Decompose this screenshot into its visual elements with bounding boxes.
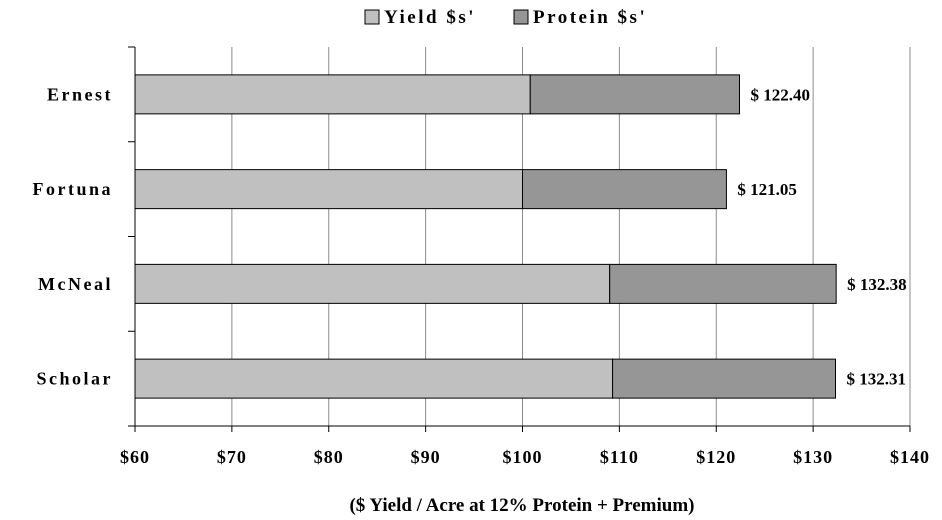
data-label: $ 132.38 (847, 275, 907, 294)
data-label: $ 121.05 (737, 180, 797, 199)
bar-segment (134, 358, 614, 399)
legend: Yield $s' Protein $s' (364, 7, 647, 28)
bar-segment (609, 263, 837, 304)
x-axis-title: ($ Yield / Acre at 12% Protein + Premium… (349, 495, 694, 516)
x-tick-label: $120 (696, 447, 736, 467)
legend-swatch (513, 9, 529, 25)
category-label: McNeal (38, 274, 113, 294)
x-tick-label: $60 (120, 447, 150, 467)
x-tick-label: $80 (314, 447, 344, 467)
x-tick-label: $130 (793, 447, 833, 467)
x-tick-label: $100 (503, 447, 543, 467)
bars (134, 74, 837, 399)
legend-swatch (364, 9, 380, 25)
axes (128, 46, 911, 432)
labels: $60 $70 $80 $90 $100 $110 $120 $130 $140 Ernest $ … (33, 84, 930, 467)
x-tick-label: $70 (217, 447, 247, 467)
category-label: Scholar (36, 369, 113, 389)
data-label: $ 132.31 (847, 370, 907, 389)
x-tick-label: $90 (411, 447, 441, 467)
category-label: Ernest (47, 84, 113, 104)
x-tick-label: $140 (890, 447, 930, 467)
bar-segment (134, 74, 531, 115)
legend-label: Protein $s' (533, 7, 647, 28)
data-label: $ 122.40 (751, 85, 811, 104)
category-label: Fortuna (33, 179, 114, 199)
bar-segment (522, 169, 727, 210)
legend-label: Yield $s' (384, 7, 476, 28)
bar-segment (134, 263, 611, 304)
bar-segment (134, 169, 523, 210)
bar-segment (529, 74, 740, 115)
bar-segment (612, 358, 837, 399)
x-tick-label: $110 (600, 447, 639, 467)
